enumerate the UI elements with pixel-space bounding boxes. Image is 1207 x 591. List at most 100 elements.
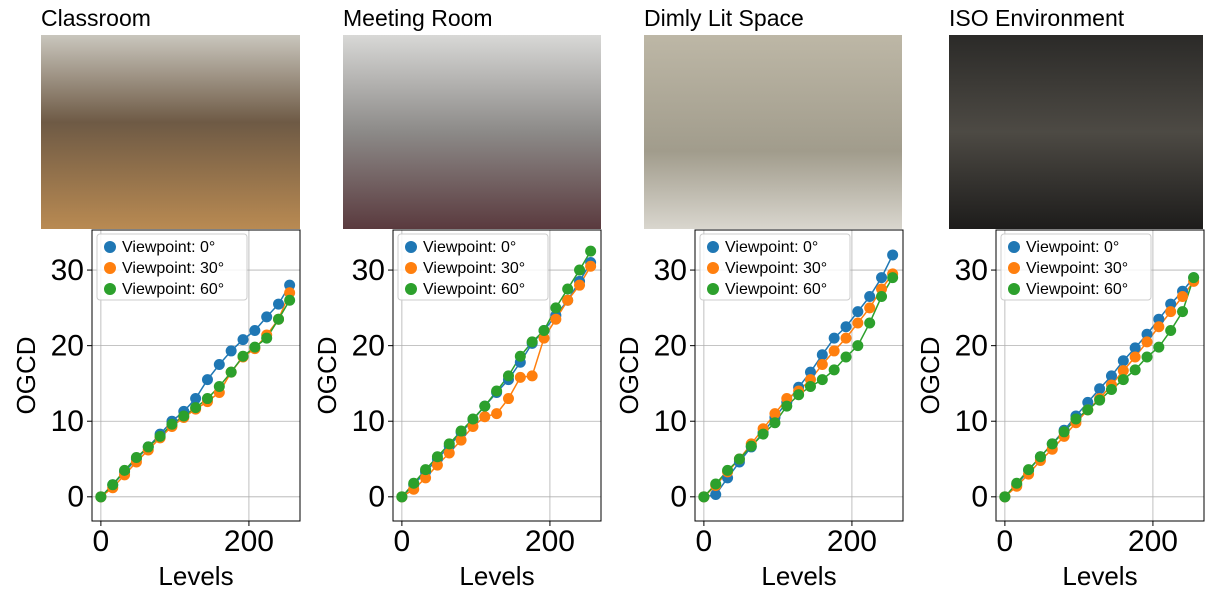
- y-tick-label: 0: [670, 481, 687, 514]
- legend-label: Viewpoint: 0°: [725, 239, 818, 256]
- data-point: [1035, 451, 1046, 462]
- legend-marker: [104, 262, 116, 274]
- data-point: [841, 351, 852, 362]
- data-point: [817, 374, 828, 385]
- data-point: [491, 385, 502, 396]
- data-point: [852, 306, 863, 317]
- data-point: [864, 317, 875, 328]
- figure: Classroom01020300200LevelsOGCDViewpoint:…: [0, 0, 1207, 591]
- data-point: [503, 393, 514, 404]
- data-point: [793, 389, 804, 400]
- y-tick-label: 30: [352, 254, 385, 287]
- data-point: [178, 410, 189, 421]
- data-point: [550, 314, 561, 325]
- data-point: [1118, 374, 1129, 385]
- data-point: [1188, 272, 1199, 283]
- data-point: [805, 381, 816, 392]
- y-tick-label: 10: [654, 405, 687, 438]
- legend-label: Viewpoint: 0°: [1026, 239, 1119, 256]
- y-tick-label: 0: [67, 481, 84, 514]
- y-tick-label: 20: [654, 330, 687, 363]
- data-point: [999, 491, 1010, 502]
- data-point: [585, 261, 596, 272]
- data-point: [1165, 325, 1176, 336]
- data-point: [444, 438, 455, 449]
- data-point: [864, 302, 875, 313]
- legend-marker: [405, 241, 417, 253]
- x-tick-label: 0: [93, 525, 110, 558]
- data-point: [396, 491, 407, 502]
- data-point: [734, 454, 745, 465]
- x-axis-label: Levels: [1062, 561, 1137, 591]
- data-point: [491, 408, 502, 419]
- data-point: [585, 246, 596, 257]
- data-point: [1070, 413, 1081, 424]
- legend-label: Viewpoint: 0°: [122, 239, 215, 256]
- data-point: [1023, 464, 1034, 475]
- y-tick-label: 30: [955, 254, 988, 287]
- data-point: [527, 336, 538, 347]
- legend-marker: [405, 262, 417, 274]
- data-point: [214, 359, 225, 370]
- photo: [343, 35, 601, 229]
- y-tick-label: 20: [352, 330, 385, 363]
- legend-label: Viewpoint: 0°: [423, 239, 516, 256]
- legend-marker: [104, 241, 116, 253]
- data-point: [1142, 351, 1153, 362]
- y-axis-label: OGCD: [312, 337, 342, 415]
- legend-label: Viewpoint: 30°: [122, 260, 224, 277]
- data-point: [710, 478, 721, 489]
- legend-marker: [1008, 283, 1020, 295]
- data-point: [456, 426, 467, 437]
- x-tick-label: 200: [224, 525, 274, 558]
- data-point: [1142, 336, 1153, 347]
- data-point: [758, 429, 769, 440]
- chart-title: Dimly Lit Space: [644, 5, 804, 31]
- data-point: [284, 295, 295, 306]
- data-point: [202, 374, 213, 385]
- data-point: [226, 345, 237, 356]
- legend-label: Viewpoint: 60°: [423, 281, 525, 298]
- data-point: [574, 265, 585, 276]
- data-point: [273, 314, 284, 325]
- data-point: [1047, 438, 1058, 449]
- y-tick-label: 20: [955, 330, 988, 363]
- data-point: [238, 351, 249, 362]
- data-point: [95, 491, 106, 502]
- data-point: [550, 302, 561, 313]
- legend-label: Viewpoint: 30°: [423, 260, 525, 277]
- x-axis-label: Levels: [761, 561, 836, 591]
- y-tick-label: 30: [654, 254, 687, 287]
- data-point: [841, 333, 852, 344]
- data-point: [238, 334, 249, 345]
- data-point: [1094, 383, 1105, 394]
- data-point: [249, 325, 260, 336]
- data-point: [131, 452, 142, 463]
- data-point: [143, 441, 154, 452]
- data-point: [479, 401, 490, 412]
- legend-label: Viewpoint: 30°: [1026, 260, 1128, 277]
- data-point: [574, 280, 585, 291]
- chart-title: Meeting Room: [343, 5, 493, 31]
- data-point: [226, 367, 237, 378]
- data-point: [515, 351, 526, 362]
- data-point: [503, 370, 514, 381]
- data-point: [876, 291, 887, 302]
- data-point: [864, 291, 875, 302]
- data-point: [273, 299, 284, 310]
- legend-marker: [1008, 241, 1020, 253]
- data-point: [829, 345, 840, 356]
- y-tick-label: 10: [352, 405, 385, 438]
- data-point: [852, 340, 863, 351]
- data-point: [1094, 395, 1105, 406]
- data-point: [1177, 306, 1188, 317]
- data-point: [190, 402, 201, 413]
- data-point: [887, 249, 898, 260]
- data-point: [432, 451, 443, 462]
- legend-marker: [1008, 262, 1020, 274]
- data-point: [1130, 364, 1141, 375]
- data-point: [1165, 306, 1176, 317]
- data-point: [249, 342, 260, 353]
- data-point: [479, 411, 490, 422]
- x-tick-label: 200: [1128, 525, 1178, 558]
